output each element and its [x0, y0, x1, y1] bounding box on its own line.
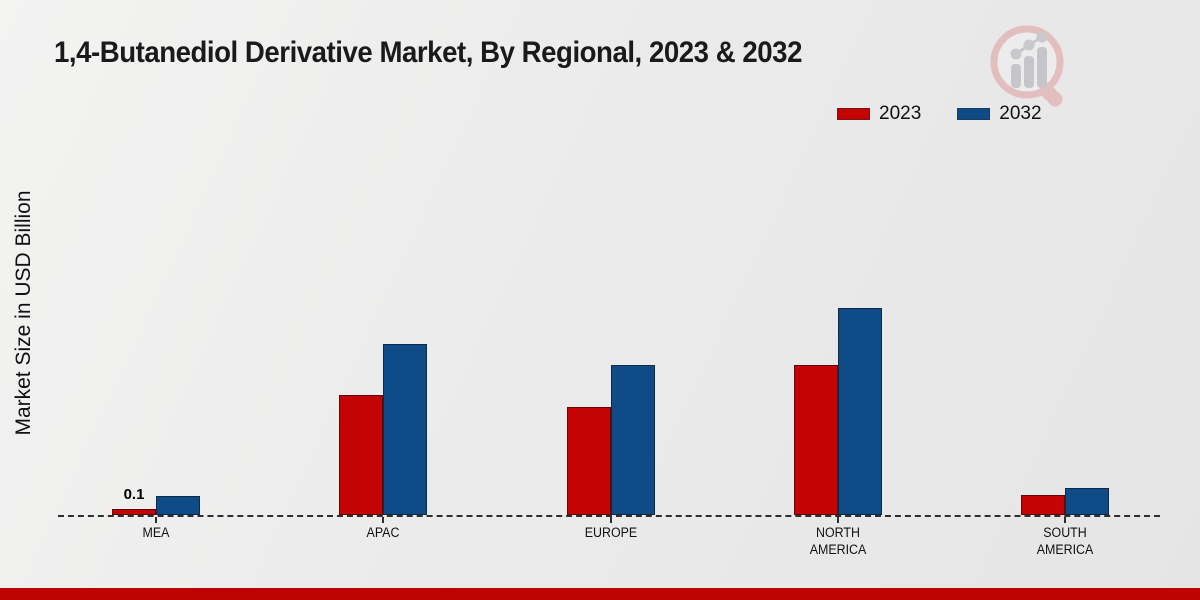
x-axis-tick — [382, 517, 384, 523]
x-axis-tick — [1064, 517, 1066, 523]
legend-item-2032: 2032 — [957, 103, 1042, 125]
legend-label-2023: 2023 — [879, 103, 922, 124]
x-axis-category-label: EUROPE — [584, 525, 638, 540]
bar-2023-mea — [112, 509, 156, 515]
bar-2032-mea — [156, 496, 200, 515]
bar-2023-north-america — [794, 365, 838, 515]
x-axis-category-label: NORTH AMERICA — [809, 525, 867, 557]
bar-2032-apac — [383, 344, 427, 515]
x-axis-category-label: SOUTH AMERICA — [1036, 525, 1094, 557]
bar-2032-north-america — [838, 308, 882, 515]
bar-2032-south-america — [1065, 488, 1109, 515]
footer-accent-bar — [0, 588, 1200, 600]
bar-value-label: 0.1 — [123, 486, 145, 503]
chart-title: 1,4-Butanediol Derivative Market, By Reg… — [54, 36, 802, 69]
magnifier-growth-chart-logo-icon — [990, 25, 1064, 107]
x-axis-tick — [155, 517, 157, 523]
bar-2023-europe — [567, 407, 611, 515]
legend: 2023 2032 — [837, 103, 1042, 125]
bar-2023-apac — [339, 395, 383, 515]
x-axis-category-label: APAC — [366, 525, 400, 540]
bar-2032-europe — [611, 365, 655, 515]
legend-item-2023: 2023 — [837, 103, 921, 125]
x-axis-tick — [610, 517, 612, 523]
legend-label-2032: 2032 — [999, 103, 1042, 124]
legend-swatch-2032-icon — [957, 108, 991, 120]
x-axis-baseline — [58, 515, 1160, 517]
legend-swatch-2023-icon — [837, 108, 870, 120]
x-axis-tick — [837, 517, 839, 523]
bar-2023-south-america — [1021, 495, 1065, 515]
x-axis-category-label: MEA — [142, 525, 170, 540]
